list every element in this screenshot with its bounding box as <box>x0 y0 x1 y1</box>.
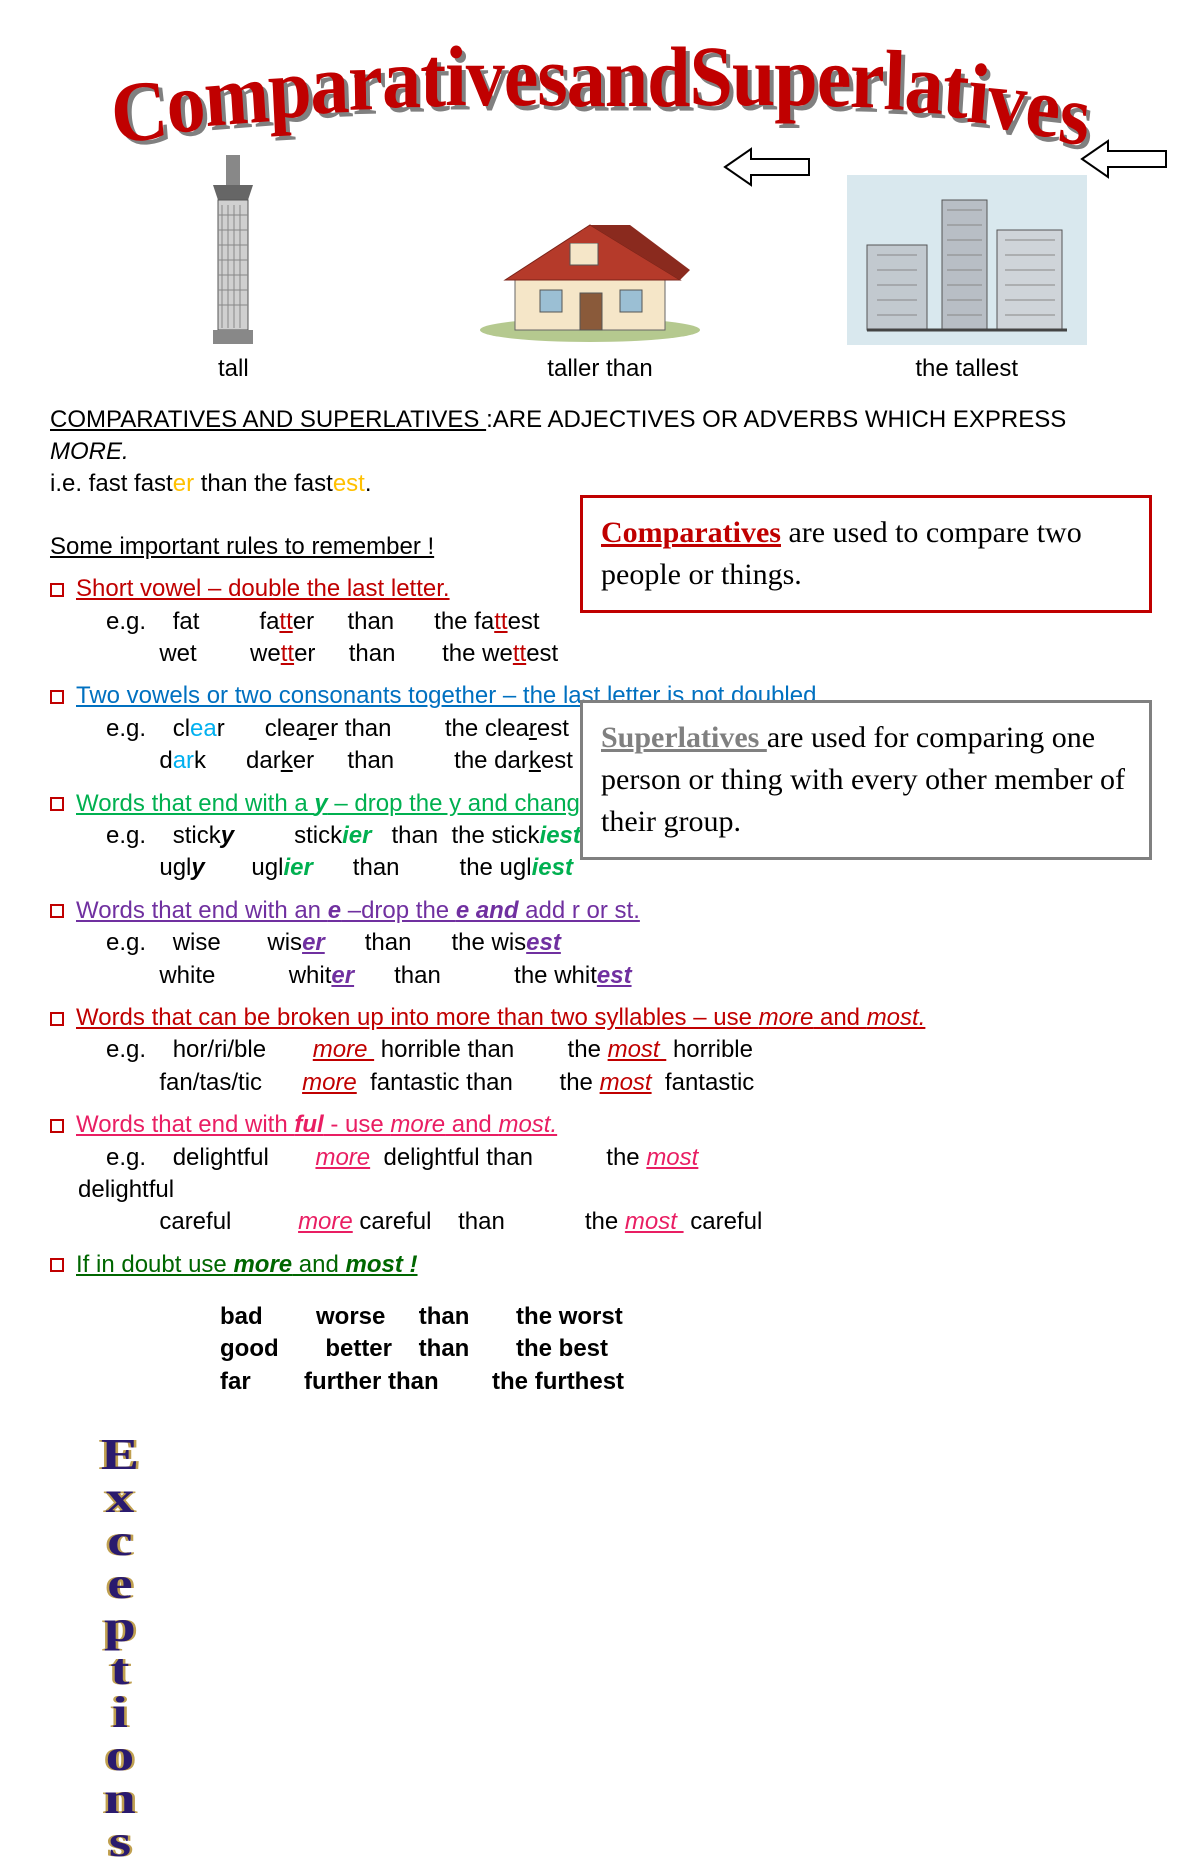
rule-1-body: e.g. fat fatter than the fattest wet wet… <box>106 606 1150 671</box>
images-row: tall taller than <box>50 145 1150 385</box>
rule-6-body: e.g. delightful more delightful than the… <box>106 1142 1150 1174</box>
exc-row: far further than the furthest <box>220 1368 624 1395</box>
bullet-icon <box>50 904 64 918</box>
exceptions-table: bad worse than the worst good better tha… <box>220 1301 1150 1398</box>
arrow-icon <box>1080 137 1170 181</box>
rule-4-head: Words that end with an e –drop the e and… <box>78 895 1150 927</box>
rule-6-wrap: delightful <box>78 1174 1150 1206</box>
rule-6: Words that end with ful - use more and m… <box>50 1109 1150 1239</box>
rule-4: Words that end with an e –drop the e and… <box>50 895 1150 992</box>
house-image <box>417 145 784 345</box>
house-caption: taller than <box>417 353 784 385</box>
callout-highlight: Superlatives <box>601 721 767 754</box>
rule-7: If in doubt use more and most ! <box>50 1249 1150 1281</box>
rule-5-body: e.g. hor/ri/ble more horrible than the m… <box>106 1034 1150 1099</box>
rule-5: Words that can be broken up into more th… <box>50 1002 1150 1099</box>
house-cell: taller than <box>417 145 784 385</box>
bullet-icon <box>50 690 64 704</box>
rule-7-head: If in doubt use more and most ! <box>78 1249 1150 1281</box>
superlatives-callout: Superlatives are used for comparing one … <box>580 700 1152 860</box>
rule-5-head: Words that can be broken up into more th… <box>78 1002 1150 1034</box>
buildings-image <box>783 145 1150 345</box>
comparatives-callout: Comparatives are used to compare two peo… <box>580 495 1152 613</box>
rule-6-head: Words that end with ful - use more and m… <box>78 1109 1150 1141</box>
bullet-icon <box>50 1258 64 1272</box>
tower-image <box>50 145 417 345</box>
bullet-icon <box>50 797 64 811</box>
bullet-icon <box>50 583 64 597</box>
rule-6-body2: careful more careful than the most caref… <box>106 1206 1150 1238</box>
buildings-caption: the tallest <box>783 353 1150 385</box>
callout-highlight: Comparatives <box>601 516 781 549</box>
intro-line1: COMPARATIVES AND SUPERLATIVES :ARE ADJEC… <box>50 404 1150 469</box>
exceptions-wordart: Exceptions <box>81 1430 158 1860</box>
tower-cell: tall <box>50 145 417 385</box>
intro-block: COMPARATIVES AND SUPERLATIVES :ARE ADJEC… <box>50 404 1150 501</box>
bullet-icon <box>50 1119 64 1133</box>
tower-caption: tall <box>50 353 417 385</box>
bullet-icon <box>50 1012 64 1026</box>
exc-row: good better than the best <box>220 1335 608 1362</box>
exc-row: bad worse than the worst <box>220 1303 623 1330</box>
buildings-cell: the tallest <box>783 145 1150 385</box>
rule-4-body: e.g. wise wiser than the wisest white wh… <box>106 927 1150 992</box>
wordart-title: Comparatives and Superlatives <box>50 25 1150 141</box>
